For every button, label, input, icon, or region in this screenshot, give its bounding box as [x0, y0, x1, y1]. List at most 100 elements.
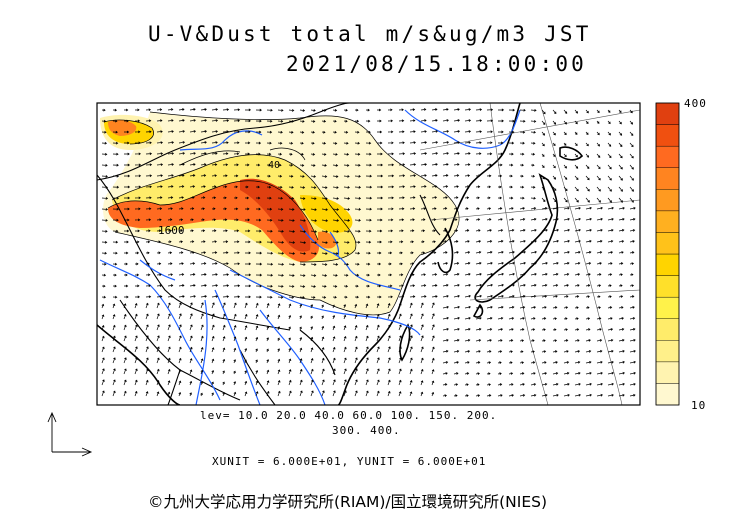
- wind-vector: [398, 163, 406, 167]
- wind-vector: [211, 392, 214, 397]
- wind-vector: [519, 152, 525, 156]
- wind-vector: [607, 206, 614, 210]
- wind-vector: [596, 239, 603, 243]
- wind-vector: [530, 130, 536, 134]
- wind-vector: [486, 119, 494, 123]
- wind-vector: [629, 273, 634, 277]
- wind-vector: [377, 251, 382, 255]
- wind-vector: [255, 348, 258, 353]
- wind-vector: [299, 141, 304, 145]
- wind-vector: [332, 315, 336, 320]
- wind-vector: [530, 294, 537, 298]
- wind-vector: [398, 174, 406, 178]
- wind-vector: [464, 196, 470, 200]
- wind-vector: [497, 328, 504, 331]
- wind-vector: [178, 218, 184, 222]
- wind-vector: [222, 174, 228, 178]
- wind-vector: [244, 218, 250, 222]
- wind-vector: [453, 163, 460, 166]
- wind-vector: [486, 239, 493, 243]
- wind-vector: [596, 393, 603, 397]
- wind-vector: [629, 295, 635, 298]
- wind-vector: [189, 229, 194, 233]
- wind-vector: [211, 174, 217, 178]
- wind-vector: [552, 153, 556, 157]
- wind-vector: [211, 262, 218, 265]
- wind-vector: [464, 350, 471, 353]
- wind-vector: [596, 360, 603, 364]
- wind-vector: [189, 262, 196, 265]
- wind-vector: [101, 229, 108, 233]
- wind-vector: [629, 262, 635, 265]
- wind-vector: [629, 228, 636, 232]
- wind-vector: [563, 131, 567, 136]
- wind-vector: [519, 328, 525, 331]
- wind-vector: [607, 153, 612, 159]
- wind-vector: [585, 206, 592, 210]
- wind-vector: [563, 120, 567, 125]
- wind-vector: [233, 108, 241, 112]
- wind-vector: [233, 141, 240, 145]
- wind-vector: [233, 251, 240, 255]
- wind-vector: [398, 108, 404, 112]
- wind-vector: [574, 382, 581, 386]
- wind-vector: [178, 251, 184, 255]
- wind-vector: [585, 284, 591, 287]
- colorbar-segment: [655, 361, 680, 384]
- wind-vector: [508, 207, 514, 210]
- wind-vector: [211, 347, 215, 353]
- wind-vector: [112, 314, 116, 320]
- wind-vector: [343, 241, 350, 244]
- wind-vector: [156, 335, 160, 342]
- wind-vector: [321, 347, 325, 353]
- wind-vector: [519, 283, 526, 287]
- wind-vector: [453, 174, 460, 177]
- wind-vector: [541, 250, 548, 254]
- wind-vector: [343, 346, 347, 353]
- wind-vector: [541, 175, 545, 180]
- wind-vector: [486, 283, 493, 287]
- wind-vector: [607, 273, 613, 276]
- wind-vector: [343, 230, 350, 233]
- wind-vector: [497, 207, 503, 210]
- wind-vector: [233, 381, 237, 386]
- wind-vector: [420, 284, 427, 287]
- wind-vector: [530, 174, 536, 178]
- wind-vector: [123, 240, 129, 244]
- wind-vector: [189, 324, 193, 331]
- wind-vector: [211, 163, 218, 166]
- wind-vector: [442, 141, 450, 144]
- wind-vector: [233, 302, 237, 309]
- wind-vector: [299, 120, 305, 123]
- wind-vector: [574, 109, 578, 114]
- wind-vector: [519, 174, 524, 178]
- wind-vector: [420, 324, 424, 331]
- wind-vector: [442, 372, 448, 375]
- wind-vector: [189, 174, 196, 177]
- wind-vector: [365, 295, 371, 299]
- wind-vector: [222, 358, 226, 364]
- wind-vector: [365, 314, 369, 320]
- wind-vector: [145, 295, 152, 299]
- wind-vector: [409, 284, 416, 288]
- wind-vector: [607, 382, 614, 386]
- wind-vector: [508, 272, 515, 276]
- wind-vector: [145, 302, 149, 309]
- wind-vector: [200, 163, 207, 166]
- wind-vector: [200, 218, 205, 222]
- wind-vector: [464, 174, 471, 178]
- wind-vector: [178, 163, 185, 166]
- wind-vector-field: [101, 108, 636, 398]
- wind-vector: [288, 219, 295, 222]
- wind-vector: [552, 250, 559, 254]
- wind-vector: [387, 379, 391, 386]
- wind-vector: [354, 240, 361, 244]
- wind-vector: [519, 108, 526, 112]
- wind-vector: [585, 349, 592, 353]
- wind-vector: [508, 294, 515, 298]
- wind-vector: [398, 295, 405, 299]
- wind-vector: [607, 217, 614, 221]
- wind-vector: [288, 208, 295, 211]
- wind-vector: [464, 394, 469, 398]
- wind-vector: [233, 196, 238, 200]
